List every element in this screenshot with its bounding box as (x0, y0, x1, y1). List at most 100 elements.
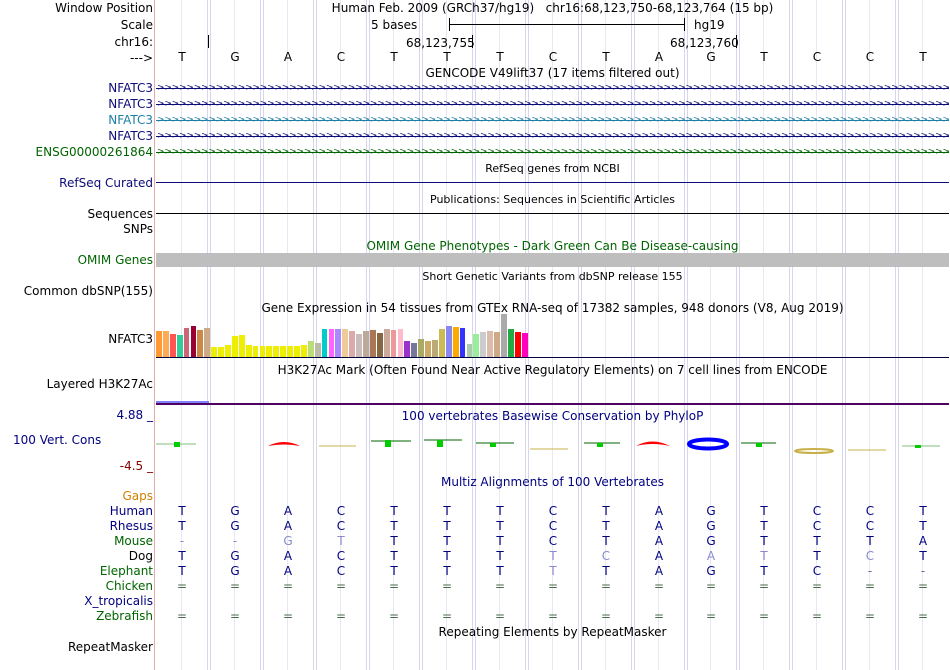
gtex-tissue-bar[interactable] (445, 326, 452, 357)
species-label[interactable]: Mouse (114, 534, 153, 548)
gtex-tissue-bar[interactable] (335, 329, 342, 357)
gencode-item-label[interactable]: NFATC3 (108, 97, 153, 111)
gtex-tissue-bar[interactable] (452, 327, 459, 357)
gtex-bar-chart[interactable] (156, 314, 556, 357)
gtex-tissue-bar[interactable] (411, 343, 418, 357)
alignment-base: T (496, 549, 504, 563)
gtex-tissue-bar[interactable] (266, 346, 273, 357)
refseq-track-label[interactable]: RefSeq Curated (59, 176, 153, 190)
gtex-tissue-bar[interactable] (190, 326, 197, 357)
gtex-tissue-bar[interactable] (259, 346, 266, 357)
alignment-base: C (336, 504, 346, 518)
gencode-track-title[interactable]: GENCODE V49lift37 (17 items filtered out… (425, 66, 680, 80)
base-letter: T (443, 50, 451, 64)
publications-track-title[interactable]: Publications: Sequences in Scientific Ar… (430, 193, 675, 206)
gencode-item-label[interactable]: NFATC3 (108, 129, 153, 143)
h3k27ac-track-title[interactable]: H3K27Ac Mark (Often Found Near Active Re… (277, 363, 828, 377)
gtex-tissue-bar[interactable] (383, 329, 390, 357)
gtex-tissue-bar[interactable] (280, 346, 287, 357)
phylop-track-label[interactable]: 100 Vert. Cons (13, 433, 102, 447)
gtex-tissue-bar[interactable] (390, 330, 397, 357)
gtex-tissue-bar[interactable] (294, 346, 300, 357)
gencode-item-line[interactable] (156, 152, 949, 153)
gtex-tissue-bar[interactable] (252, 346, 259, 357)
gtex-tissue-bar[interactable] (438, 329, 445, 357)
gtex-tissue-bar[interactable] (466, 344, 473, 357)
gtex-tissue-bar[interactable] (321, 329, 328, 357)
repeatmasker-track-title[interactable]: Repeating Elements by RepeatMasker (438, 625, 667, 639)
gtex-tissue-bar[interactable] (521, 333, 528, 357)
gtex-tissue-bar[interactable] (397, 329, 404, 357)
gtex-tissue-bar[interactable] (514, 332, 521, 357)
gtex-tissue-bar[interactable] (349, 331, 356, 357)
gtex-tissue-bar[interactable] (501, 314, 507, 357)
gtex-tissue-bar[interactable] (273, 346, 280, 357)
gtex-tissue-bar[interactable] (473, 334, 480, 357)
omim-track-title[interactable]: OMIM Gene Phenotypes - Dark Green Can Be… (366, 239, 739, 253)
omim-feature-block[interactable] (156, 253, 949, 267)
gencode-item-label[interactable]: ENSG00000261864 (35, 145, 153, 159)
alignment-base: = (811, 609, 823, 623)
grid-line (687, 0, 688, 670)
gtex-tissue-bar[interactable] (418, 339, 425, 357)
dbsnp-track-title[interactable]: Short Genetic Variants from dbSNP releas… (422, 270, 683, 283)
gtex-tissue-bar[interactable] (183, 328, 190, 357)
gencode-item-line[interactable] (156, 120, 949, 121)
gtex-tissue-bar[interactable] (480, 332, 487, 357)
gtex-tissue-bar[interactable] (328, 329, 335, 357)
gtex-tissue-bar[interactable] (225, 345, 231, 357)
gencode-item-line[interactable] (156, 88, 949, 89)
dbsnp-track-label[interactable]: Common dbSNP(155) (23, 284, 153, 298)
gtex-tissue-bar[interactable] (197, 330, 204, 357)
sequences-track-label[interactable]: Sequences (87, 207, 153, 221)
species-label[interactable]: Human (109, 504, 153, 518)
gencode-item-label[interactable]: NFATC3 (108, 113, 153, 127)
gtex-tissue-bar[interactable] (459, 328, 466, 357)
gtex-tissue-bar[interactable] (363, 331, 369, 357)
gtex-tissue-bar[interactable] (314, 343, 321, 357)
gtex-tissue-bar[interactable] (176, 335, 183, 357)
species-label[interactable]: Chicken (105, 579, 153, 593)
omim-track-label[interactable]: OMIM Genes (77, 253, 153, 267)
gtex-tissue-bar[interactable] (356, 334, 362, 357)
gtex-tissue-bar[interactable] (204, 328, 211, 357)
gtex-tissue-bar[interactable] (342, 329, 349, 357)
gtex-tissue-bar[interactable] (425, 341, 431, 357)
species-label[interactable]: Zebrafish (96, 609, 153, 623)
gtex-tissue-bar[interactable] (169, 334, 176, 357)
gtex-tissue-bar[interactable] (211, 347, 218, 357)
phylop-track-title[interactable]: 100 vertebrates Basewise Conservation by… (401, 409, 704, 423)
gtex-tissue-bar[interactable] (307, 341, 314, 357)
gtex-tissue-bar[interactable] (238, 335, 245, 357)
gtex-tissue-bar[interactable] (218, 347, 224, 357)
gtex-tissue-bar[interactable] (156, 331, 162, 357)
species-label[interactable]: Dog (128, 549, 153, 563)
gtex-tissue-bar[interactable] (487, 331, 494, 357)
gtex-tissue-bar[interactable] (287, 346, 293, 357)
gtex-tissue-bar[interactable] (231, 336, 238, 357)
gtex-tissue-bar[interactable] (494, 332, 500, 357)
multiz-track-title[interactable]: Multiz Alignments of 100 Vertebrates (440, 475, 665, 489)
gtex-tissue-bar[interactable] (245, 345, 252, 357)
gtex-track-label[interactable]: NFATC3 (108, 332, 153, 346)
gaps-label[interactable]: Gaps (122, 489, 153, 503)
species-label[interactable]: Rhesus (109, 519, 153, 533)
snps-track-label[interactable]: SNPs (123, 222, 153, 236)
gtex-tissue-bar[interactable] (162, 331, 169, 357)
gtex-tissue-bar[interactable] (369, 330, 376, 357)
gtex-tissue-bar[interactable] (376, 333, 383, 357)
gencode-item-line[interactable] (156, 104, 949, 105)
grid-line (658, 0, 659, 670)
gtex-track-title[interactable]: Gene Expression in 54 tissues from GTEx … (261, 301, 844, 315)
gtex-tissue-bar[interactable] (507, 329, 514, 357)
gtex-tissue-bar[interactable] (432, 340, 438, 357)
repeatmasker-track-label[interactable]: RepeatMasker (67, 640, 153, 654)
h3k27ac-track-label[interactable]: Layered H3K27Ac (46, 377, 153, 391)
species-label[interactable]: X_tropicalis (84, 594, 153, 608)
gencode-item-line[interactable] (156, 136, 949, 137)
gtex-tissue-bar[interactable] (404, 341, 411, 357)
gencode-item-label[interactable]: NFATC3 (108, 81, 153, 95)
species-label[interactable]: Elephant (99, 564, 153, 578)
gtex-tissue-bar[interactable] (300, 345, 307, 357)
refseq-track-title[interactable]: RefSeq genes from NCBI (485, 162, 620, 175)
